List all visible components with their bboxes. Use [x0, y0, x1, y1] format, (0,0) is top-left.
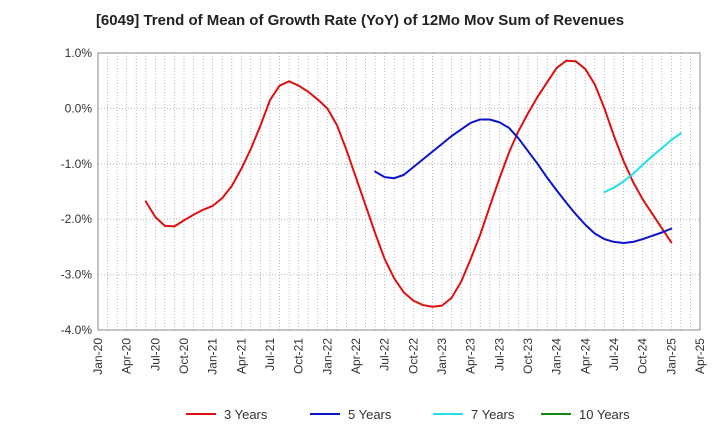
legend-label: 3 Years — [224, 407, 268, 422]
x-tick-label: Oct-23 — [521, 338, 535, 374]
x-tick-label: Jan-25 — [664, 338, 678, 375]
x-tick-label: Oct-24 — [636, 338, 650, 374]
y-tick-label: -4.0% — [61, 323, 93, 337]
y-tick-label: 0.0% — [65, 101, 93, 115]
x-tick-label: Jan-22 — [320, 338, 334, 375]
plot-border — [97, 52, 701, 331]
chart-title: [6049] Trend of Mean of Growth Rate (YoY… — [95, 12, 625, 29]
y-tick-label: -2.0% — [61, 212, 93, 226]
x-tick-label: Jul-21 — [263, 338, 277, 371]
x-tick-label: Jan-21 — [206, 338, 220, 375]
x-tick-label: Jul-23 — [492, 338, 506, 371]
legend-label: 10 Years — [579, 407, 630, 422]
series-line-3-years — [144, 59, 673, 308]
series-line-5-years — [374, 118, 673, 245]
y-tick-label: -3.0% — [61, 268, 93, 282]
y-tick-label: 1.0% — [65, 46, 93, 60]
x-tick-label: Oct-22 — [406, 338, 420, 374]
legend-label: 7 Years — [471, 407, 515, 422]
x-tick-label: Apr-22 — [349, 338, 363, 374]
y-tick-label: -1.0% — [61, 157, 93, 171]
x-tick-label: Jan-23 — [435, 338, 449, 375]
x-tick-label: Oct-20 — [177, 338, 191, 374]
series-line-7-years — [603, 132, 682, 194]
x-tick-label: Apr-20 — [120, 338, 134, 374]
x-tick-label: Apr-25 — [693, 338, 707, 374]
x-tick-label: Apr-23 — [464, 338, 478, 374]
legend-label: 5 Years — [348, 407, 392, 422]
x-tick-label: Jul-20 — [148, 338, 162, 371]
plot-area — [98, 53, 700, 330]
x-tick-label: Apr-21 — [234, 338, 248, 374]
x-tick-label: Jan-24 — [550, 338, 564, 375]
x-tick-label: Apr-24 — [578, 338, 592, 374]
x-tick-label: Jul-24 — [607, 338, 621, 371]
x-tick-label: Oct-21 — [292, 338, 306, 374]
x-tick-label: Jul-22 — [378, 338, 392, 371]
x-tick-label: Jan-20 — [91, 338, 105, 375]
